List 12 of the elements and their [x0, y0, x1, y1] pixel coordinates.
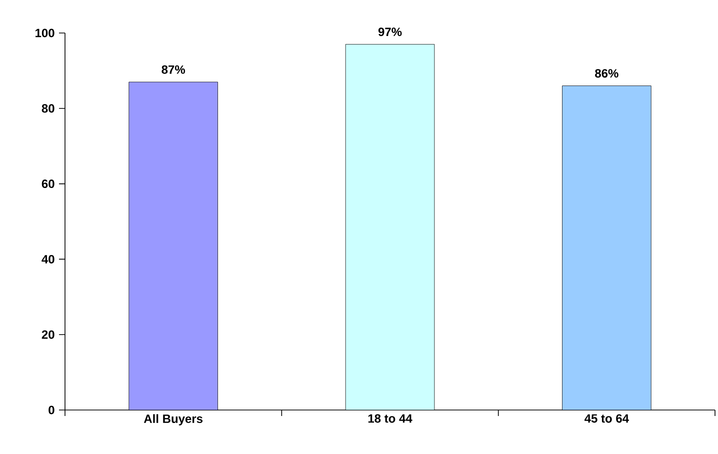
y-tick-label: 80 — [42, 104, 54, 113]
data-label: 86% — [595, 69, 618, 78]
x-tick-label: 45 to 64 — [584, 414, 629, 423]
x-tick-label: 18 to 44 — [368, 414, 412, 423]
y-tick-label: 20 — [42, 330, 54, 339]
y-tick-label: 0 — [48, 406, 54, 414]
data-label: 87% — [162, 65, 186, 74]
x-tick-label: All Buyers — [144, 414, 203, 426]
y-tick-label: 100 — [36, 28, 54, 38]
y-tick-label: 40 — [42, 254, 54, 264]
y-tick-label: 60 — [42, 180, 54, 188]
data-label: 97% — [378, 28, 402, 36]
